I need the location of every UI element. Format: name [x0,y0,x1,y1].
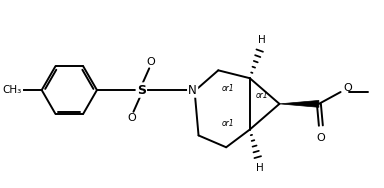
Polygon shape [280,100,319,107]
Text: O: O [127,113,136,123]
Text: or1: or1 [222,84,235,92]
Text: O: O [147,57,156,67]
Text: O: O [344,83,352,93]
Text: H: H [256,163,263,173]
Text: N: N [188,83,197,97]
Text: H: H [258,35,266,45]
Text: S: S [137,83,146,97]
Text: or1: or1 [222,119,235,128]
Text: or1: or1 [255,92,268,100]
Text: CH₃: CH₃ [3,85,22,95]
Text: O: O [316,133,325,143]
